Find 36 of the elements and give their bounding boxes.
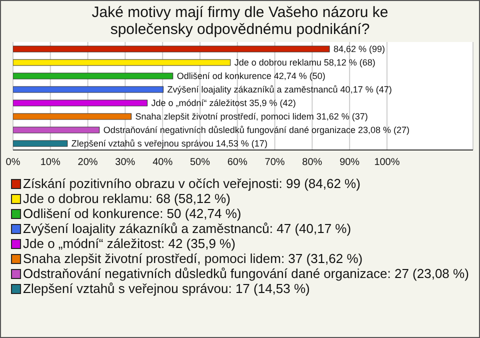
x-tick-label: 30%	[115, 157, 136, 168]
bar	[13, 72, 174, 80]
data-label: Zlepšení vztahů s veřejnou správou 14,53 % (17)	[71, 138, 268, 148]
bar	[13, 59, 231, 66]
bar	[13, 113, 132, 120]
text: Zvýšení loajality zákazníků a zaměstnanců: 47 (40,17 %)	[23, 221, 352, 236]
text: Odlišení od konkurence: 50 (42,74 %)	[23, 206, 242, 221]
data-label: Odlišení od konkurence 42,74 % (50)	[176, 71, 326, 81]
x-tick-label: 0%	[6, 157, 20, 168]
data-label: Jde o „módní“ záležitost 35,9 % (42)	[151, 98, 296, 108]
text: Jde o dobrou reklamu: 68 (58,12 %)	[23, 191, 230, 206]
bar	[13, 100, 148, 106]
text: Odstraňování negativních důsledků fungování dané organizace: 27 (23,08 %)	[23, 266, 469, 281]
x-tick-label: 90%	[340, 157, 360, 168]
data-label: Zvýšení loajality zákazníků a zaměstnanců 40,17 % (47)	[167, 84, 392, 94]
x-tick-label: 70%	[264, 157, 285, 168]
bar	[13, 86, 164, 93]
x-tick-label: 100%	[374, 157, 400, 168]
data-label: Odstraňování negativních důsledků fungování dané organizace 23,08 % (27)	[103, 125, 410, 135]
data-label: Jde o dobrou reklamu 58,12 % (68)	[234, 58, 376, 68]
data-label: Snaha zlepšit životní prostředí, pomoci lidem 31,62 % (37)	[135, 112, 368, 122]
text: Jde o „módní“ záležitost: 42 (35,9 %)	[23, 236, 236, 251]
text: Získání pozitivního obrazu v očích veřejnosti: 99 (84,62 %)	[23, 176, 360, 191]
x-tick-label: 40%	[152, 157, 173, 168]
x-tick-label: 60%	[227, 157, 248, 168]
text: Zlepšení vztahů s veřejnou správou: 17 (14,53 %)	[23, 281, 310, 296]
x-tick-label: 10%	[40, 157, 61, 168]
x-tick-label: 50%	[190, 157, 210, 168]
chart-title: Jaké motivy mají firmy dle Vašeho názoru ke společensky odpovědnému podnikání?	[90, 4, 390, 38]
data-label: 84,62 % (99)	[333, 44, 385, 54]
x-tick-label: 80%	[302, 157, 322, 168]
bar	[13, 46, 330, 52]
bar	[13, 126, 100, 134]
x-tick-label: 20%	[78, 157, 98, 168]
text: Snaha zlepšit životní prostředí, pomoci lidem: 37 (31,62 %)	[23, 251, 363, 266]
bar	[13, 140, 68, 147]
